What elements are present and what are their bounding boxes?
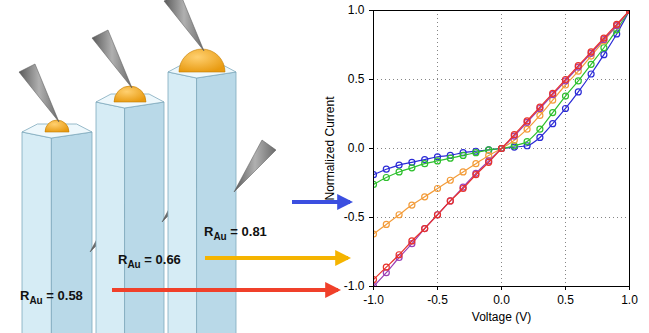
svg-text:1.0: 1.0 [621,293,638,307]
svg-text:1.0: 1.0 [348,3,365,17]
svg-text:RAu = 0.81: RAu = 0.81 [204,224,267,242]
svg-text:0.0: 0.0 [493,293,510,307]
svg-text:-1.0: -1.0 [363,293,384,307]
svg-text:0.5: 0.5 [557,293,574,307]
svg-text:Normalized Current: Normalized Current [323,96,337,201]
svg-text:-0.5: -0.5 [427,293,448,307]
svg-text:Voltage (V): Voltage (V) [472,310,531,324]
svg-text:0.5: 0.5 [348,72,365,86]
svg-text:RAu = 0.58: RAu = 0.58 [20,288,83,306]
svg-text:-1.0: -1.0 [344,279,365,293]
svg-text:-0.5: -0.5 [344,210,365,224]
svg-text:RAu = 0.66: RAu = 0.66 [118,252,181,270]
svg-text:0.0: 0.0 [348,141,365,155]
